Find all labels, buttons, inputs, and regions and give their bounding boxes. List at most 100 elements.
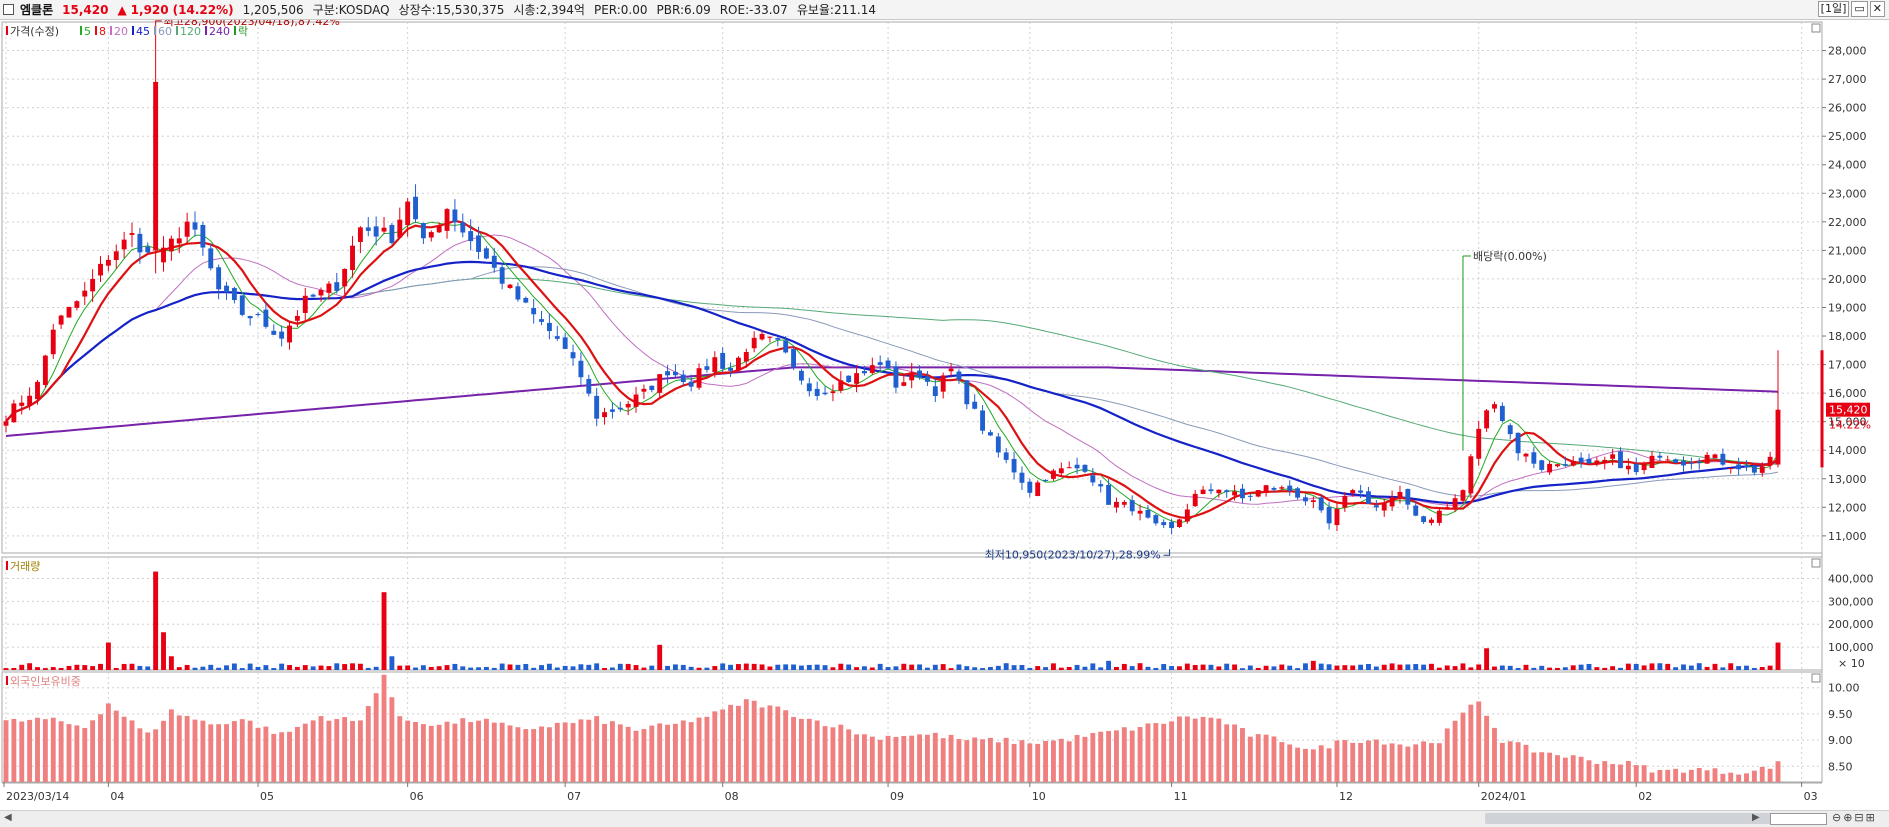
volume-bar xyxy=(310,666,316,670)
foreign-bar xyxy=(1681,772,1686,782)
foreign-bar xyxy=(1224,724,1230,782)
foreign-bar xyxy=(1476,701,1482,782)
volume-bar xyxy=(680,664,686,670)
candle-body xyxy=(381,227,387,232)
volume-bar xyxy=(1429,663,1434,670)
candle-body xyxy=(783,340,789,353)
foreign-bar xyxy=(909,735,915,782)
candle-body xyxy=(1200,489,1206,495)
candle-body xyxy=(515,286,521,300)
candle-body xyxy=(460,222,466,233)
listed-shares: 상장수:15,530,375 xyxy=(398,3,505,17)
foreign-bar xyxy=(1184,716,1190,782)
close-icon[interactable]: ✕ xyxy=(1869,1,1885,17)
candle-body xyxy=(1019,472,1025,483)
candle-body xyxy=(82,290,88,297)
volume-bar xyxy=(1129,666,1135,670)
x-tick-label: 03 xyxy=(1804,790,1818,803)
volume-bar xyxy=(1665,663,1671,670)
candle-body xyxy=(3,421,9,426)
volume-bar xyxy=(1523,664,1529,670)
foreign-bar xyxy=(200,720,206,782)
scroll-thumb[interactable] xyxy=(1485,813,1785,824)
candle-body xyxy=(1759,466,1765,473)
candle-body xyxy=(302,295,308,313)
foreign-bar xyxy=(1389,743,1395,782)
volume-bar xyxy=(972,667,978,670)
foreign-tick-label: 9.00 xyxy=(1828,734,1853,747)
zoom-tools-icon[interactable]: ⊖⊕⊟⊞ xyxy=(1832,811,1877,824)
candle-body xyxy=(1161,522,1167,526)
volume-bar xyxy=(1570,665,1576,670)
volume-bar xyxy=(287,665,292,670)
foreign-bar xyxy=(1633,765,1639,782)
zoom-slider[interactable] xyxy=(1770,813,1827,825)
price-tick-label: 23,000 xyxy=(1828,187,1867,200)
volume-bar xyxy=(578,664,584,670)
volume-bar xyxy=(1318,663,1324,670)
volume-bar xyxy=(1216,666,1222,670)
foreign-tick-label: 10.00 xyxy=(1828,682,1860,695)
chart-scrollbar[interactable]: ◀ ▶ ⊖⊕⊟⊞ xyxy=(0,810,1889,827)
last-pct-label: 14.22% xyxy=(1829,419,1871,432)
foreign-bar xyxy=(791,716,796,782)
volume-bar xyxy=(759,664,765,670)
candle-body xyxy=(389,224,395,243)
stock-chart[interactable]: 28,000 27,000 26,000 25,000 24,000 23,000 22,0… xyxy=(0,20,1889,810)
candle-body xyxy=(1342,496,1348,508)
volume-bar xyxy=(1350,665,1356,670)
foreign-bar xyxy=(1373,739,1379,782)
volume-bar xyxy=(224,665,229,670)
candle-body xyxy=(1082,464,1088,472)
foreign-tick-label: 9.50 xyxy=(1828,708,1853,721)
scroll-left-icon[interactable]: ◀ xyxy=(4,812,12,823)
foreign-bar xyxy=(98,714,103,782)
x-tick-label: 10 xyxy=(1032,790,1046,803)
minimize-icon[interactable]: ▭ xyxy=(1851,1,1868,17)
volume-bar xyxy=(767,666,773,670)
candle-body xyxy=(1578,457,1584,463)
candle-body xyxy=(869,365,875,373)
volume-bar xyxy=(1279,664,1285,670)
volume-bar xyxy=(720,663,726,670)
volume-bar xyxy=(1137,663,1143,670)
foreign-bar xyxy=(1090,732,1096,782)
foreign-bar xyxy=(1216,718,1222,782)
foreign-bar xyxy=(1027,743,1033,782)
candle-body xyxy=(570,352,576,359)
legend-swatch xyxy=(6,26,8,35)
scroll-right-icon[interactable]: ▶ xyxy=(1752,812,1760,823)
foreign-bar xyxy=(562,722,568,782)
volume-bar xyxy=(420,665,426,670)
foreign-bar xyxy=(1192,718,1198,782)
market-cap: 시총:2,394억 xyxy=(513,3,585,17)
candle-body xyxy=(1058,468,1064,474)
candle-body xyxy=(932,386,938,396)
volume-bar xyxy=(373,666,379,670)
candle-body xyxy=(735,357,741,371)
foreign-bar xyxy=(263,726,269,782)
candle-body xyxy=(1673,459,1679,463)
volume-bar xyxy=(1003,663,1009,670)
select-checkbox[interactable] xyxy=(3,4,14,15)
candle-body xyxy=(1468,456,1474,494)
foreign-bar xyxy=(838,724,844,782)
volume-bar xyxy=(633,665,639,670)
volume-bar xyxy=(704,667,710,670)
volume-bar xyxy=(499,663,505,670)
candle-body xyxy=(1515,432,1521,454)
foreign-bar xyxy=(1649,772,1655,782)
candle-body xyxy=(365,227,371,231)
foreign-bar xyxy=(1515,742,1521,782)
volume-bar xyxy=(208,664,214,670)
foreign-tick-label: 8.50 xyxy=(1828,760,1853,773)
foreign-bar xyxy=(1720,773,1726,782)
candle-body xyxy=(1216,489,1222,494)
foreign-bar xyxy=(798,718,804,782)
volume-bar xyxy=(153,571,159,670)
foreign-bar xyxy=(1334,740,1340,782)
foreign-bar xyxy=(1452,720,1458,782)
foreign-bar xyxy=(720,709,726,782)
period-button[interactable]: [1일] xyxy=(1817,1,1850,17)
foreign-bar xyxy=(1492,727,1497,782)
